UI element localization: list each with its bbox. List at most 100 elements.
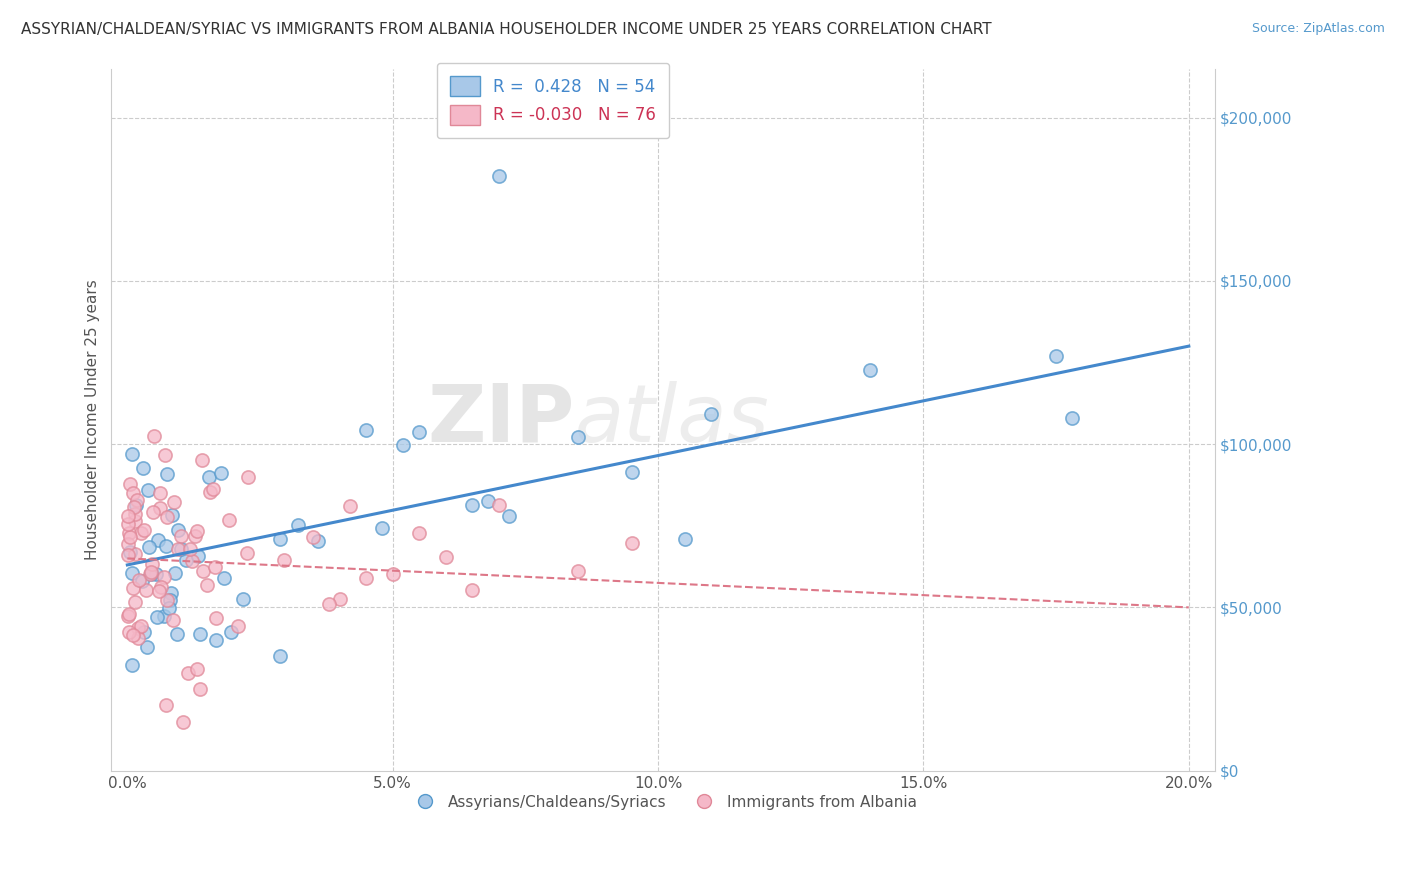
Point xyxy=(136,483,159,498)
Point xyxy=(187,549,209,563)
Point xyxy=(155,698,177,713)
Point xyxy=(135,582,157,597)
Point xyxy=(131,461,153,475)
Point xyxy=(170,541,193,556)
Point xyxy=(167,542,190,557)
Point xyxy=(142,505,165,519)
Text: ASSYRIAN/CHALDEAN/SYRIAC VS IMMIGRANTS FROM ALBANIA HOUSEHOLDER INCOME UNDER 25 : ASSYRIAN/CHALDEAN/SYRIAC VS IMMIGRANTS F… xyxy=(21,22,991,37)
Point xyxy=(122,581,145,595)
Point xyxy=(125,498,148,512)
Point xyxy=(127,631,149,645)
Point xyxy=(160,508,183,522)
Point xyxy=(138,541,160,555)
Point xyxy=(174,552,197,566)
Point xyxy=(131,574,153,588)
Point xyxy=(567,564,589,578)
Point xyxy=(198,469,221,483)
Point xyxy=(150,580,173,594)
Point xyxy=(232,592,254,607)
Text: ZIP: ZIP xyxy=(427,381,575,458)
Point xyxy=(461,583,484,598)
Point xyxy=(132,624,155,639)
Point xyxy=(118,607,141,621)
Point xyxy=(122,500,145,514)
Point xyxy=(141,557,163,571)
Point xyxy=(124,547,146,561)
Point xyxy=(488,498,510,512)
Point xyxy=(156,509,179,524)
Point xyxy=(156,467,179,481)
Point xyxy=(157,601,180,615)
Point xyxy=(488,169,510,184)
Point xyxy=(142,428,165,442)
Point xyxy=(162,613,184,627)
Point xyxy=(163,566,186,581)
Point xyxy=(186,524,208,538)
Point xyxy=(269,649,291,664)
Point xyxy=(127,621,149,635)
Point xyxy=(149,485,172,500)
Point xyxy=(700,407,723,421)
Point xyxy=(371,521,394,535)
Point xyxy=(121,566,143,580)
Point xyxy=(124,507,146,521)
Point xyxy=(859,363,882,377)
Point xyxy=(156,593,179,607)
Point xyxy=(166,626,188,640)
Point xyxy=(163,495,186,509)
Point xyxy=(498,509,520,524)
Point xyxy=(121,658,143,673)
Point xyxy=(117,537,139,551)
Point xyxy=(219,625,242,640)
Point xyxy=(148,584,170,599)
Point xyxy=(124,595,146,609)
Point xyxy=(124,514,146,528)
Point xyxy=(167,523,190,537)
Point xyxy=(117,548,139,562)
Point xyxy=(226,619,249,633)
Point xyxy=(155,539,177,553)
Point xyxy=(354,423,377,437)
Point xyxy=(212,571,235,585)
Point xyxy=(170,528,193,542)
Point xyxy=(198,484,221,499)
Point xyxy=(159,592,181,607)
Point xyxy=(152,570,174,584)
Point xyxy=(408,425,430,439)
Point xyxy=(184,529,207,543)
Point xyxy=(339,499,361,513)
Point xyxy=(673,532,696,546)
Point xyxy=(329,592,352,607)
Point xyxy=(118,624,141,639)
Point xyxy=(191,564,214,578)
Point xyxy=(307,534,329,549)
Point xyxy=(128,574,150,588)
Point xyxy=(190,681,212,696)
Point xyxy=(1060,411,1083,425)
Point xyxy=(318,597,340,611)
Legend: Assyrians/Chaldeans/Syriacs, Immigrants from Albania: Assyrians/Chaldeans/Syriacs, Immigrants … xyxy=(404,789,924,815)
Point xyxy=(186,662,208,676)
Point xyxy=(129,525,152,540)
Point xyxy=(153,609,176,624)
Point xyxy=(392,438,415,452)
Point xyxy=(120,530,142,544)
Point xyxy=(145,566,167,581)
Point xyxy=(408,525,430,540)
Point xyxy=(117,516,139,531)
Point xyxy=(134,523,156,537)
Point xyxy=(201,482,224,496)
Point xyxy=(122,628,145,642)
Point xyxy=(191,453,214,467)
Point xyxy=(177,665,200,680)
Point xyxy=(136,640,159,654)
Point xyxy=(125,493,148,508)
Point xyxy=(139,566,162,580)
Point xyxy=(434,549,457,564)
Point xyxy=(172,714,194,729)
Point xyxy=(117,509,139,524)
Point xyxy=(149,501,172,516)
Point xyxy=(118,545,141,559)
Text: atlas: atlas xyxy=(575,381,770,458)
Point xyxy=(236,546,259,560)
